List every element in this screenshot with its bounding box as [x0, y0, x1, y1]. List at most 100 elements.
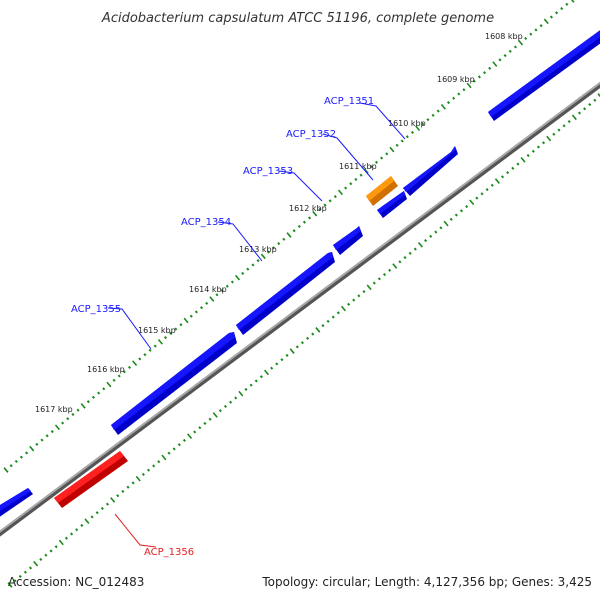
gene-arrow-acp-1351[interactable]	[403, 146, 458, 196]
tick-mark	[169, 331, 173, 335]
tick-mark	[39, 557, 43, 562]
tick-mark	[153, 344, 157, 348]
tick-mark	[285, 353, 289, 357]
tick-mark	[18, 574, 22, 579]
tick-mark	[218, 409, 222, 413]
tick-mark	[23, 570, 27, 574]
tick-label: 1610 kbp	[388, 119, 426, 128]
tick-mark	[266, 250, 270, 254]
tick-mark	[318, 207, 322, 211]
genome-summary-text: Topology: circular; Length: 4,127,356 bp…	[261, 575, 592, 589]
tick-label: 1617 kbp	[35, 405, 73, 414]
tick-mark	[534, 28, 538, 32]
tick-mark	[116, 494, 120, 498]
tick-mark	[465, 204, 469, 209]
tick-mark	[135, 475, 141, 482]
tick-mark	[146, 468, 151, 472]
tick-mark	[80, 403, 86, 409]
tick-mark	[229, 400, 233, 404]
tick-label: 1608 kbp	[485, 32, 523, 41]
tick-mark	[466, 82, 472, 89]
gene-arrow[interactable]	[488, 28, 600, 121]
gene-arrow-acp-1355[interactable]	[111, 332, 237, 435]
tick-mark	[577, 111, 582, 115]
tick-mark	[122, 370, 126, 374]
accession-text: Accession: NC_012483	[8, 575, 144, 589]
tick-mark	[157, 460, 161, 464]
gene-label[interactable]: ACP_1352	[286, 129, 336, 140]
tick-mark	[182, 438, 186, 442]
tick-mark	[19, 455, 23, 459]
tick-label: 1611 kbp	[339, 162, 377, 171]
tick-mark	[64, 536, 68, 540]
tick-mark	[366, 284, 372, 291]
gene-label[interactable]: ACP_1353	[243, 166, 293, 177]
tick-mark	[13, 579, 17, 583]
tick-mark	[172, 447, 176, 451]
tick-mark	[297, 224, 301, 229]
genome-backbone	[0, 81, 600, 537]
tick-mark	[480, 192, 484, 196]
tick-mark	[212, 412, 218, 418]
gene-arrow[interactable]	[236, 252, 335, 335]
tick-label: 1612 kbp	[289, 204, 327, 213]
tick-mark	[311, 332, 315, 336]
tick-mark	[546, 135, 552, 142]
tick-mark	[58, 539, 64, 546]
tick-mark	[40, 438, 44, 442]
gene-arrow[interactable]	[0, 488, 33, 520]
tick-mark	[54, 545, 58, 549]
tick-mark	[295, 345, 299, 349]
tick-mark	[84, 518, 90, 525]
tick-mark	[526, 153, 530, 158]
tick-mark	[426, 118, 430, 122]
tick-mark	[132, 360, 138, 367]
tick-mark	[552, 132, 556, 136]
tick-mark	[289, 348, 295, 354]
gene-arrow-acp-1352[interactable]	[366, 176, 398, 206]
tick-mark	[300, 341, 304, 345]
gene-arrow-acp-1354[interactable]	[333, 226, 363, 255]
tick-mark	[421, 122, 425, 126]
tick-mark	[203, 421, 207, 425]
tick-mark	[251, 263, 255, 267]
tick-mark	[347, 302, 351, 306]
gene-label[interactable]: ACP_1354	[181, 217, 231, 228]
tick-mark	[235, 274, 241, 281]
tick-mark	[398, 260, 402, 264]
tick-mark	[542, 141, 546, 145]
tick-mark	[193, 430, 197, 434]
gene-label[interactable]: ACP_1356	[144, 547, 194, 558]
tick-mark	[95, 511, 99, 515]
tick-mark	[161, 454, 167, 461]
tick-mark	[336, 311, 340, 315]
tick-mark	[54, 424, 60, 431]
gene-label[interactable]: ACP_1351	[324, 96, 374, 107]
gene-arrow-acp-1353[interactable]	[377, 191, 407, 218]
gene-label[interactable]: ACP_1355	[71, 304, 121, 315]
tick-mark	[70, 532, 74, 536]
tick-mark	[7, 582, 13, 588]
gene-arrow-acp-1356[interactable]	[54, 451, 128, 508]
tick-mark	[256, 259, 260, 263]
tick-mark	[494, 178, 500, 184]
tick-mark	[439, 226, 443, 230]
tick-mark	[44, 553, 48, 557]
map-title: Acidobacterium capsulatum ATCC 51196, co…	[101, 11, 494, 26]
tick-mark	[270, 366, 274, 370]
tick-mark	[14, 459, 18, 464]
tick-mark	[163, 335, 168, 340]
tick-mark	[33, 560, 39, 567]
tick-mark	[234, 396, 238, 400]
tick-mark	[359, 173, 363, 177]
tick-mark	[429, 234, 433, 238]
tick-mark	[157, 338, 163, 345]
tick-mark	[513, 45, 517, 49]
tick-mark	[174, 327, 178, 331]
tick-mark	[28, 566, 33, 570]
tick-mark	[488, 66, 492, 70]
tick-mark	[498, 58, 502, 62]
tick-mark	[555, 11, 559, 15]
tick-mark	[385, 152, 389, 156]
